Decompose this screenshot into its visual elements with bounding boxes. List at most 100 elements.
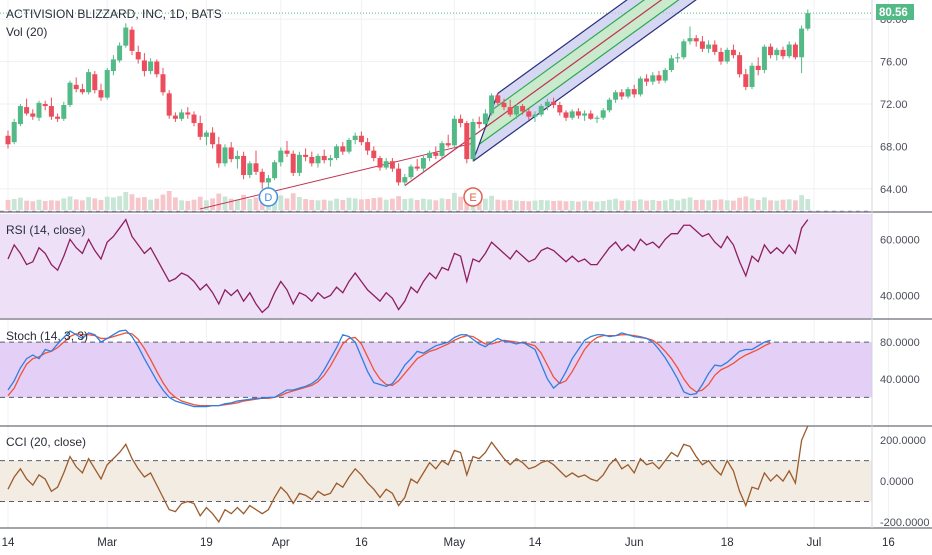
candle-down xyxy=(768,46,774,56)
volume-bar xyxy=(551,200,556,210)
price-tick-label: 68.00 xyxy=(880,141,908,153)
volume-bar xyxy=(532,200,538,210)
date-tick-label: 18 xyxy=(721,537,734,549)
volume-bar xyxy=(104,196,110,210)
event-marker xyxy=(258,187,279,207)
candle-down xyxy=(172,115,178,119)
volume-bar xyxy=(445,199,451,210)
volume-bar xyxy=(346,197,352,210)
pitchfork-median xyxy=(404,0,663,187)
candle-up xyxy=(451,118,457,146)
candle-layer xyxy=(5,9,811,195)
candle-up xyxy=(247,163,253,175)
volume-bar xyxy=(197,196,203,210)
oscillator-tick-label: 0.0000 xyxy=(880,476,914,488)
candle-up xyxy=(408,166,414,178)
volume-bar xyxy=(669,199,674,210)
candle-down xyxy=(216,144,222,164)
volume-bar xyxy=(600,200,606,210)
candle-up xyxy=(681,41,687,58)
candle-up xyxy=(439,143,445,156)
volume-bar xyxy=(61,198,67,210)
pitchfork-outer-upper xyxy=(497,0,628,94)
volume-bar xyxy=(452,192,457,210)
volume-bar xyxy=(662,200,668,210)
price-tick-label: 72.00 xyxy=(880,99,908,111)
volume-bar xyxy=(154,198,160,210)
volume-label: Vol (20) xyxy=(6,25,47,39)
volume-bar xyxy=(30,201,36,210)
volume-bar xyxy=(390,198,395,210)
volume-bar xyxy=(700,199,705,210)
candle-up xyxy=(662,70,668,81)
volume-bar xyxy=(501,200,507,210)
volume-bar xyxy=(352,198,358,210)
candle-up xyxy=(296,154,302,173)
volume-bar xyxy=(755,200,761,210)
candle-up xyxy=(420,158,426,169)
candle-up xyxy=(761,46,767,70)
indicator-line-layer xyxy=(7,218,809,524)
candle-down xyxy=(644,78,650,82)
candle-down xyxy=(414,166,420,169)
cci-line xyxy=(7,425,809,524)
candle-down xyxy=(445,143,451,146)
volume-bar xyxy=(414,200,420,210)
pitchfork-inner-upper xyxy=(491,0,646,111)
volume-bar xyxy=(148,199,153,210)
candle-up xyxy=(234,155,240,160)
date-tick-label: Jun xyxy=(625,537,644,549)
volume-bar xyxy=(625,200,631,210)
volume-layer xyxy=(5,190,811,210)
volume-bar xyxy=(5,200,11,210)
volume-bar xyxy=(650,200,656,210)
volume-bar xyxy=(538,200,544,210)
volume-bar xyxy=(768,200,773,210)
volume-bar xyxy=(228,198,234,210)
candle-up xyxy=(265,178,271,183)
volume-bar xyxy=(166,190,172,210)
volume-bar xyxy=(383,199,389,210)
oscillator-tick-label: 200.0000 xyxy=(880,435,926,447)
candle-down xyxy=(737,55,743,75)
volume-bar xyxy=(520,200,525,210)
candle-down xyxy=(185,112,191,115)
volume-bar xyxy=(563,201,569,210)
oscillator-tick-label: -200.0000 xyxy=(880,517,930,529)
volume-bar xyxy=(49,200,54,210)
volume-bar xyxy=(86,197,91,210)
event-marker xyxy=(463,187,483,207)
candle-down xyxy=(154,61,160,75)
volume-bar xyxy=(526,201,532,210)
candle-up xyxy=(650,75,656,82)
oscillator-tick-label: 40.0000 xyxy=(880,374,920,386)
candle-down xyxy=(619,92,625,97)
volume-bar xyxy=(18,197,23,210)
volume-bar xyxy=(309,200,315,210)
date-tick-label: Apr xyxy=(272,537,290,549)
candle-down xyxy=(365,142,371,151)
volume-bar xyxy=(36,199,42,210)
candle-down xyxy=(5,135,11,145)
volume-bar xyxy=(402,199,408,210)
candle-down xyxy=(73,84,79,90)
candle-up xyxy=(482,113,488,125)
volume-bar xyxy=(142,197,147,210)
candle-up xyxy=(427,152,433,159)
candle-down xyxy=(197,123,203,137)
candle-down xyxy=(557,105,563,113)
volume-bar xyxy=(793,200,798,210)
candle-down xyxy=(284,150,290,154)
volume-bar xyxy=(371,198,377,210)
candle-down xyxy=(588,113,594,119)
candle-up xyxy=(272,162,278,179)
pitchfork-inner-lower xyxy=(478,0,680,145)
candle-down xyxy=(24,107,30,114)
oscillator-tick-label: 40.0000 xyxy=(880,291,920,303)
volume-bar xyxy=(731,200,736,210)
candle-up xyxy=(61,105,67,119)
volume-bar xyxy=(365,199,370,210)
